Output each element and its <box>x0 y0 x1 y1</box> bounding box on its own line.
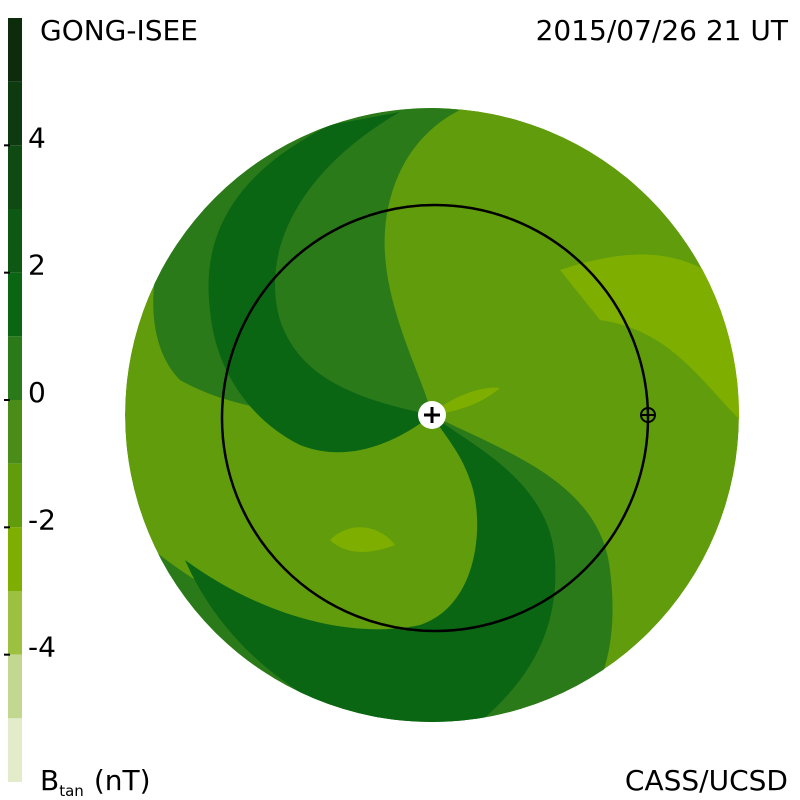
colorbar-band <box>8 654 22 719</box>
colorbar-label: B <box>40 764 59 797</box>
colorbar-band <box>8 209 22 273</box>
colorbar-tick-label: 2 <box>28 249 46 282</box>
colorbar-band <box>8 400 22 464</box>
date-label: 2015/07/26 21 UT <box>536 14 789 47</box>
dark-region <box>208 112 432 453</box>
colorbar-tick-label: -2 <box>28 503 56 536</box>
colorbar-tick-label: 0 <box>28 376 46 409</box>
light-region <box>432 387 500 415</box>
colorbar: 4 2 0 -2 -4 <box>4 18 56 782</box>
colorbar-band <box>8 272 22 337</box>
sun-cross <box>424 407 440 423</box>
colorbar-band <box>8 18 22 82</box>
colorbar-band <box>8 336 22 400</box>
colorbar-band <box>8 527 22 591</box>
colorbar-band <box>8 463 22 528</box>
colorbar-title: Btan (nT) <box>40 764 151 800</box>
colorbar-unit: (nT) <box>94 764 151 797</box>
colorbar-band <box>8 81 22 146</box>
colorbar-band <box>8 591 22 655</box>
colorbar-label-sub: tan <box>59 782 84 800</box>
dark-region <box>185 415 556 722</box>
colorbar-tick-label: -4 <box>28 631 56 664</box>
source-label: GONG-ISEE <box>40 14 198 47</box>
credit-label: CASS/UCSD <box>625 764 788 797</box>
colorbar-band <box>8 145 22 209</box>
colorbar-tick-label: 4 <box>28 121 46 154</box>
light-region <box>330 527 395 552</box>
light-region <box>560 254 739 420</box>
colorbar-band <box>8 718 22 782</box>
earth-cross <box>641 408 655 422</box>
